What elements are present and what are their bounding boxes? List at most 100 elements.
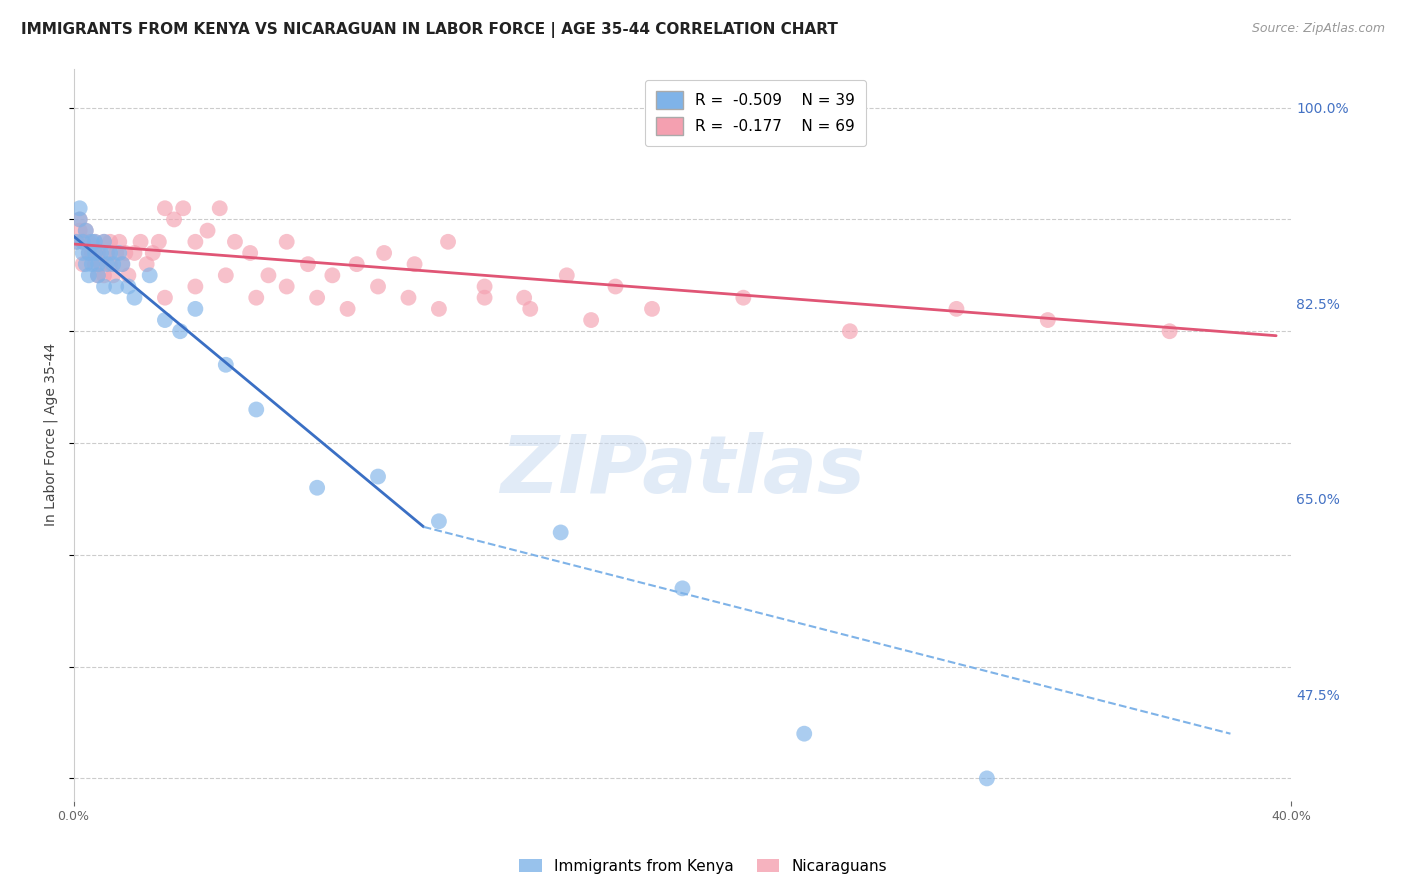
Point — [153, 313, 176, 327]
Point — [346, 257, 368, 271]
Point — [224, 235, 246, 249]
Point — [215, 268, 238, 283]
Point — [135, 257, 157, 271]
Point — [367, 279, 389, 293]
Point — [83, 257, 105, 271]
Point — [77, 235, 100, 249]
Point — [437, 235, 460, 249]
Point — [93, 268, 115, 283]
Point — [66, 235, 89, 249]
Point — [153, 291, 176, 305]
Point — [671, 582, 693, 596]
Point — [307, 291, 329, 305]
Point — [101, 257, 124, 271]
Point — [148, 235, 170, 249]
Point — [72, 235, 94, 249]
Point — [87, 268, 110, 283]
Point — [72, 235, 94, 249]
Point — [117, 268, 139, 283]
Point — [184, 301, 207, 316]
Point — [1036, 313, 1059, 327]
Point — [245, 291, 267, 305]
Point — [398, 291, 420, 305]
Point — [80, 246, 103, 260]
Point — [77, 246, 100, 260]
Point — [93, 235, 115, 249]
Point — [163, 212, 186, 227]
Point — [111, 257, 134, 271]
Point — [83, 246, 105, 260]
Point — [80, 257, 103, 271]
Point — [336, 301, 359, 316]
Point — [172, 201, 194, 215]
Point — [579, 313, 602, 327]
Point — [367, 469, 389, 483]
Point — [98, 257, 121, 271]
Point — [138, 268, 160, 283]
Point — [474, 279, 496, 293]
Point — [297, 257, 319, 271]
Point — [87, 257, 110, 271]
Point — [197, 224, 219, 238]
Point — [69, 212, 91, 227]
Point — [733, 291, 755, 305]
Point — [519, 301, 541, 316]
Point — [321, 268, 343, 283]
Point — [404, 257, 426, 271]
Point — [77, 268, 100, 283]
Point — [555, 268, 578, 283]
Point — [793, 727, 815, 741]
Point — [474, 291, 496, 305]
Point — [75, 257, 97, 271]
Point — [184, 279, 207, 293]
Point — [276, 235, 298, 249]
Legend: Immigrants from Kenya, Nicaraguans: Immigrants from Kenya, Nicaraguans — [513, 853, 893, 880]
Point — [641, 301, 664, 316]
Point — [98, 235, 121, 249]
Point — [838, 324, 860, 338]
Point — [69, 201, 91, 215]
Point — [80, 235, 103, 249]
Point — [129, 235, 152, 249]
Point — [245, 402, 267, 417]
Point — [108, 235, 131, 249]
Point — [427, 514, 450, 528]
Point — [605, 279, 627, 293]
Point — [87, 246, 110, 260]
Point — [239, 246, 262, 260]
Point — [184, 235, 207, 249]
Point — [75, 224, 97, 238]
Point — [276, 279, 298, 293]
Point — [169, 324, 191, 338]
Text: ZIPatlas: ZIPatlas — [501, 433, 865, 510]
Point — [976, 772, 998, 786]
Point — [208, 201, 231, 215]
Point — [90, 246, 112, 260]
Point — [66, 235, 89, 249]
Point — [124, 291, 146, 305]
Point — [124, 246, 146, 260]
Point — [117, 279, 139, 293]
Point — [72, 257, 94, 271]
Point — [72, 246, 94, 260]
Point — [93, 235, 115, 249]
Point — [96, 257, 118, 271]
Text: IMMIGRANTS FROM KENYA VS NICARAGUAN IN LABOR FORCE | AGE 35-44 CORRELATION CHART: IMMIGRANTS FROM KENYA VS NICARAGUAN IN L… — [21, 22, 838, 38]
Point — [550, 525, 572, 540]
Point — [69, 224, 91, 238]
Point — [945, 301, 967, 316]
Point — [83, 235, 105, 249]
Point — [1159, 324, 1181, 338]
Point — [77, 246, 100, 260]
Point — [114, 246, 136, 260]
Point — [373, 246, 395, 260]
Point — [105, 279, 128, 293]
Point — [96, 246, 118, 260]
Point — [75, 224, 97, 238]
Point — [153, 201, 176, 215]
Point — [111, 257, 134, 271]
Y-axis label: In Labor Force | Age 35-44: In Labor Force | Age 35-44 — [44, 343, 58, 526]
Point — [93, 279, 115, 293]
Point — [307, 481, 329, 495]
Point — [108, 246, 131, 260]
